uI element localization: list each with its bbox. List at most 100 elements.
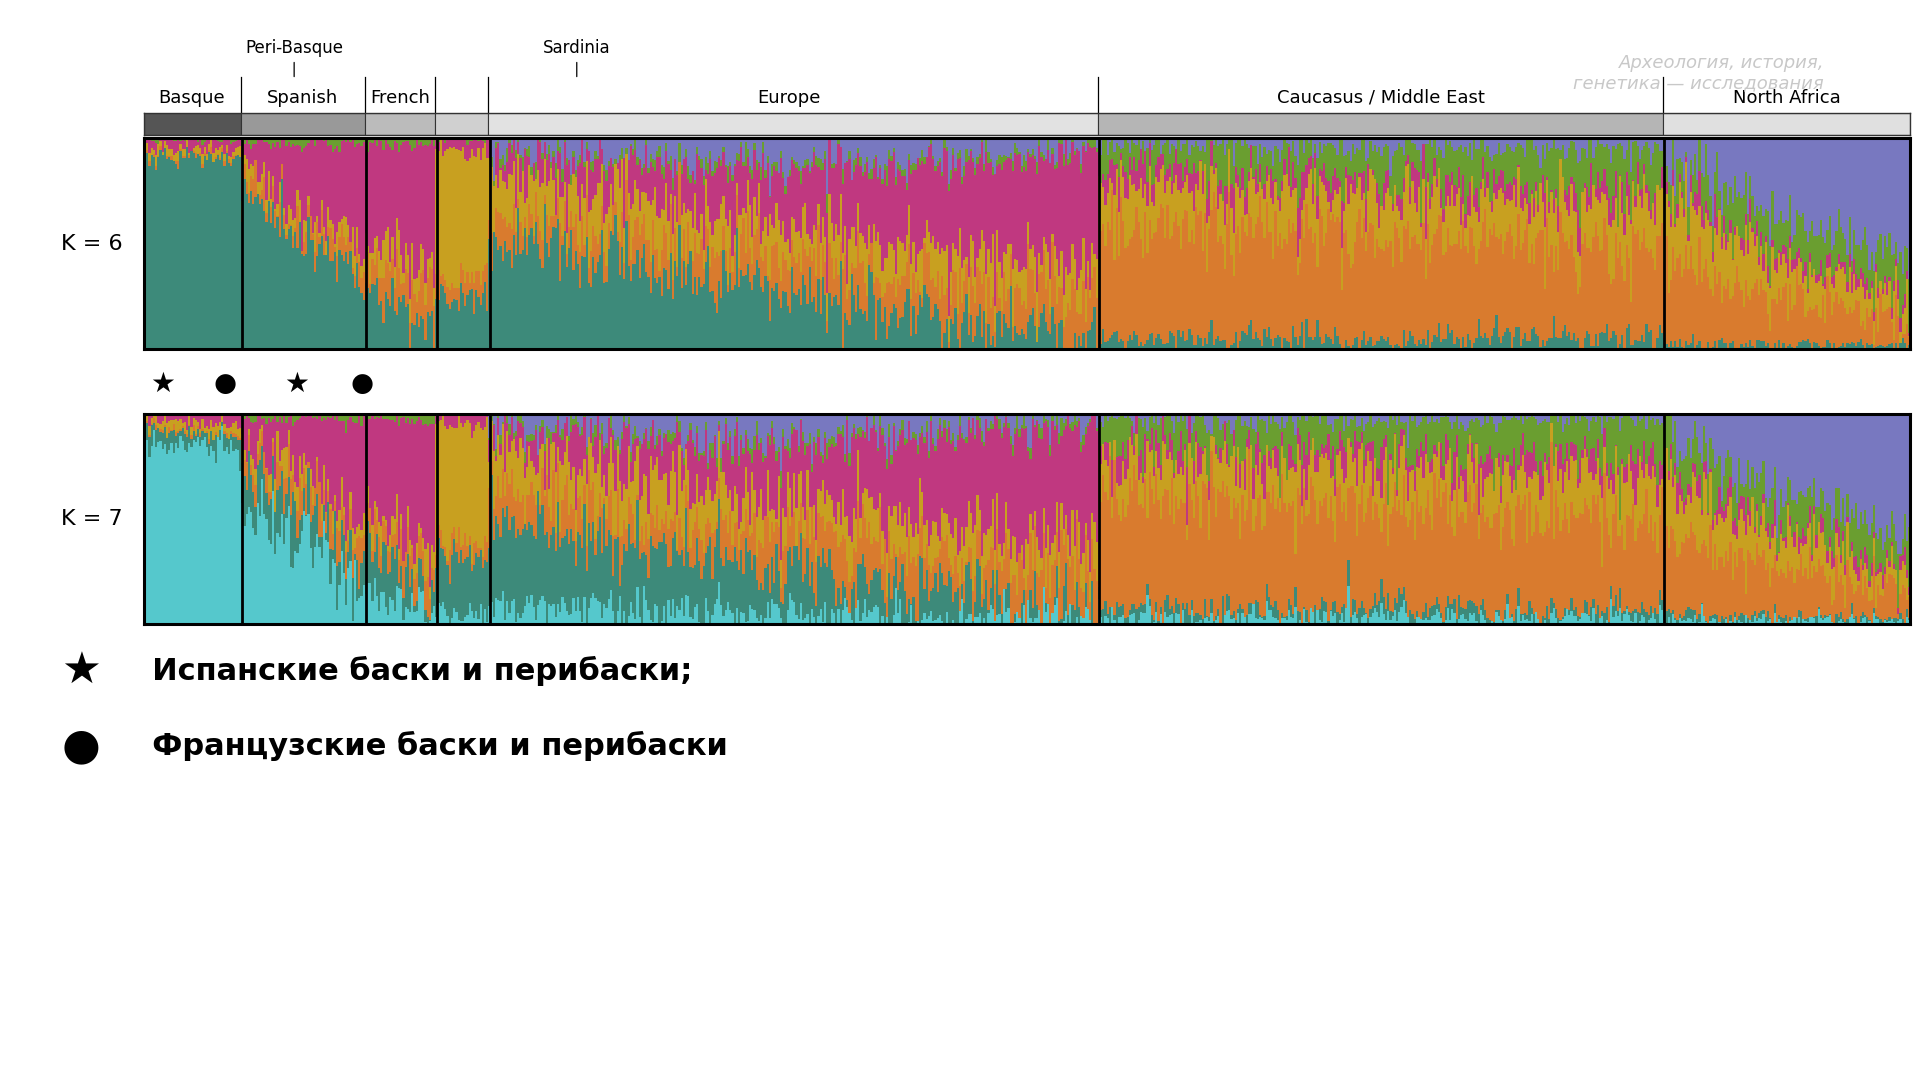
Bar [1058,414,1060,433]
Bar [1908,527,1910,586]
Bar [1905,565,1907,588]
Bar [1665,414,1667,415]
Bar [1751,289,1753,346]
Bar [599,441,601,494]
Bar [1475,212,1478,264]
Bar [1016,416,1018,429]
Bar [1430,147,1434,184]
Bar [1617,475,1619,537]
Bar [424,423,426,550]
Bar [538,244,540,349]
Bar [1576,163,1580,211]
Bar [900,171,904,176]
Bar [659,429,660,435]
Bar [286,138,288,146]
Bar [649,513,653,537]
Bar [636,138,639,157]
Bar [1893,622,1895,624]
Bar [879,283,881,298]
Bar [674,414,676,433]
Bar [852,227,854,269]
Bar [1751,138,1753,197]
Bar [766,276,768,281]
Bar [1766,266,1768,283]
Bar [948,414,950,420]
Bar [1475,621,1478,624]
Bar [378,278,380,306]
Bar [1348,347,1350,349]
Bar [186,138,188,139]
Bar [601,414,603,423]
Bar [1056,502,1058,532]
Bar [1759,483,1761,536]
Bar [1672,414,1674,443]
Bar [687,434,689,442]
Bar [415,301,419,312]
Bar [1482,615,1484,624]
Bar [1202,138,1204,146]
Bar [1605,414,1607,421]
Bar [263,211,265,349]
Bar [536,426,538,430]
Bar [186,414,188,430]
Bar [599,602,601,624]
Bar [1400,429,1402,446]
Bar [1809,261,1811,307]
Bar [612,414,614,431]
Bar [1352,414,1354,420]
Bar [1862,138,1864,241]
Bar [910,264,912,299]
Bar [541,183,543,240]
Bar [636,436,639,438]
Bar [1517,495,1519,589]
Bar [1037,605,1039,618]
Bar [1789,414,1791,481]
Bar [1292,222,1294,326]
Bar [399,284,403,302]
Bar [1089,602,1091,620]
Bar [267,540,271,624]
Bar [242,416,244,434]
Bar [1542,175,1544,202]
Bar [376,596,378,624]
Bar [668,161,670,164]
Bar [432,613,434,624]
Bar [820,280,822,314]
Bar [561,538,564,597]
Bar [492,474,493,602]
Bar [1018,553,1021,618]
Bar [874,295,876,349]
Bar [1371,612,1375,624]
Bar [808,414,810,433]
Bar [1336,156,1338,177]
Bar [1619,345,1620,349]
Bar [1052,234,1054,242]
Bar [526,441,528,467]
Bar [1603,170,1605,194]
Bar [972,159,973,162]
Bar [1544,347,1546,349]
Bar [1073,138,1075,151]
Bar [678,143,680,162]
Bar [495,516,497,598]
Bar [1657,419,1659,485]
Bar [411,151,413,243]
Bar [1693,615,1695,624]
Bar [1507,414,1509,420]
Bar [893,414,895,423]
Bar [1332,521,1334,602]
Bar [501,469,503,508]
Bar [1219,138,1221,144]
Bar [781,138,785,172]
Bar [215,423,217,432]
Bar [493,232,495,349]
Bar [515,414,516,431]
Bar [1298,239,1302,264]
Bar [1855,414,1857,502]
Bar [1365,252,1367,345]
Bar [1667,617,1670,624]
Bar [1121,615,1125,624]
Bar [603,224,605,252]
Bar [261,431,263,446]
Bar [1843,608,1847,622]
